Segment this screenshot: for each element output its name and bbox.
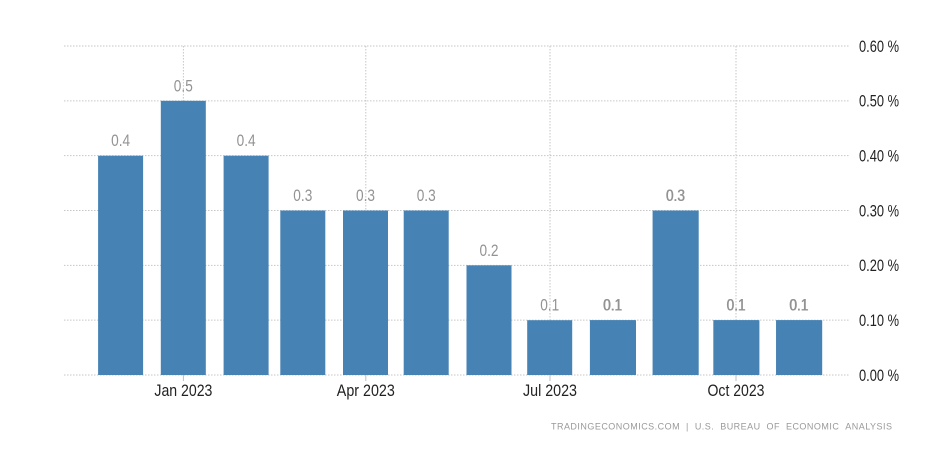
svg-text:Apr 2023: Apr 2023 [337, 382, 395, 400]
svg-text:0.1: 0.1 [726, 297, 745, 315]
svg-text:0.1: 0.1 [540, 297, 559, 315]
svg-text:Oct 2023: Oct 2023 [708, 382, 765, 400]
svg-text:0.1: 0.1 [790, 297, 809, 315]
svg-text:0.50 %: 0.50 % [859, 93, 899, 111]
svg-text:0.20 %: 0.20 % [859, 257, 899, 275]
svg-text:0.10 %: 0.10 % [859, 312, 899, 330]
svg-text:0.30 %: 0.30 % [859, 202, 899, 220]
svg-text:0.40 %: 0.40 % [859, 147, 899, 165]
svg-text:0.1: 0.1 [604, 297, 623, 315]
svg-text:0.2: 0.2 [480, 242, 499, 260]
svg-text:0.3: 0.3 [293, 187, 312, 205]
svg-text:Jul 2023: Jul 2023 [523, 382, 577, 400]
svg-text:TRADINGECONOMICS.COM | U.S.: TRADINGECONOMICS.COM | U.S. BUREAU OF EC… [551, 422, 892, 432]
svg-text:Jan 2023: Jan 2023 [154, 382, 212, 400]
svg-text:0.4: 0.4 [237, 132, 256, 150]
svg-text:0.1: 0.1 [603, 297, 622, 315]
svg-text:0.3: 0.3 [356, 187, 375, 205]
svg-text:0.4: 0.4 [111, 132, 130, 150]
svg-text:0.3: 0.3 [417, 187, 436, 205]
svg-text:0.1: 0.1 [789, 297, 808, 315]
svg-text:0.5: 0.5 [174, 77, 193, 95]
svg-text:0.3: 0.3 [666, 187, 685, 205]
svg-text:0.60 %: 0.60 % [859, 38, 899, 56]
svg-text:0.00 %: 0.00 % [859, 367, 899, 385]
svg-text:0.3: 0.3 [666, 187, 685, 205]
svg-text:0.1: 0.1 [727, 297, 746, 315]
